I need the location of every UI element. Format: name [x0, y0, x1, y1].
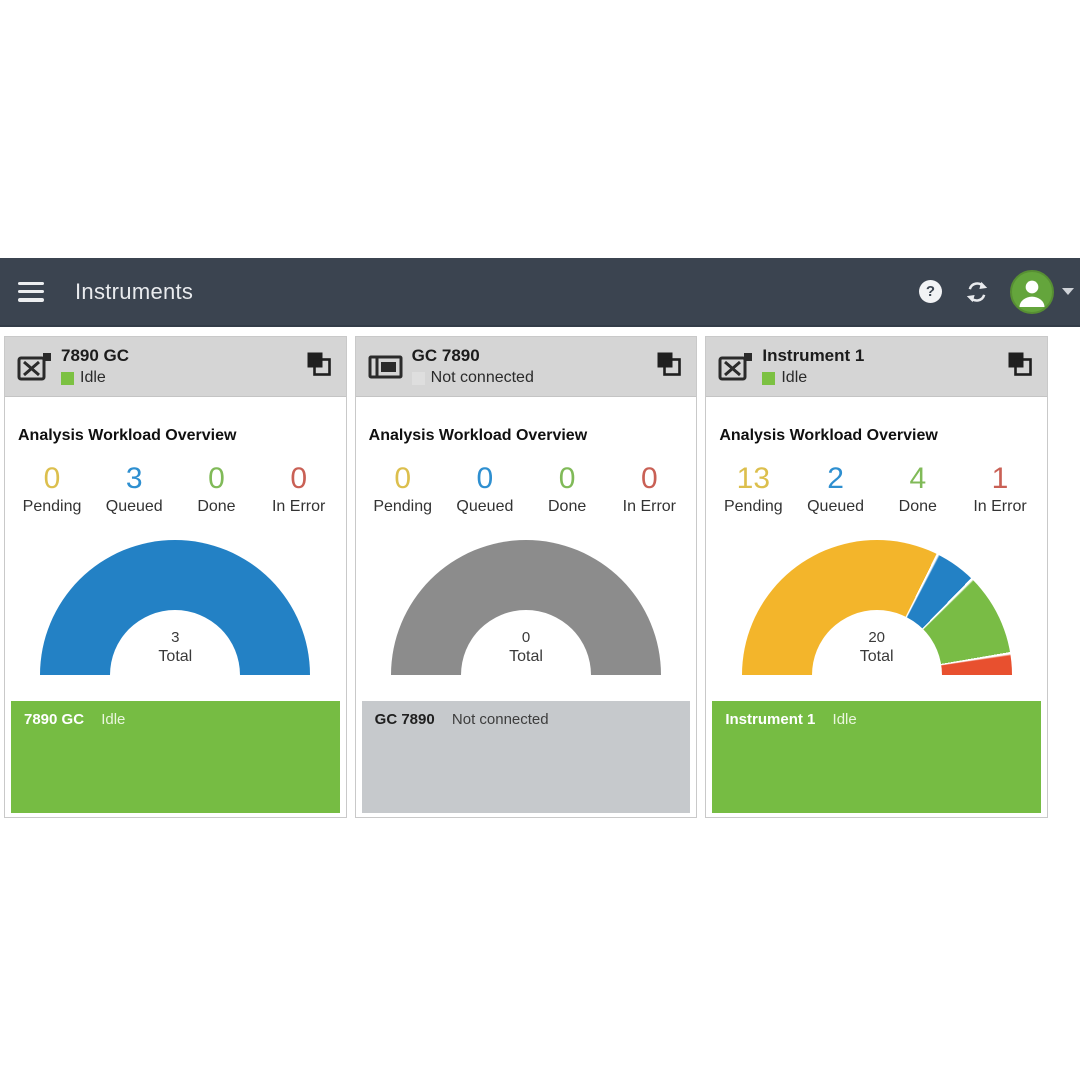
card-header: Instrument 1 Idle: [706, 337, 1048, 397]
layers-icon[interactable]: [1007, 351, 1033, 382]
status-color-square: [762, 371, 776, 385]
instrument-status: Idle: [61, 368, 129, 388]
layers-icon[interactable]: [306, 351, 332, 382]
help-icon[interactable]: ?: [919, 280, 942, 303]
stat-done: 0 Done: [197, 462, 236, 516]
stat-done: 0 Done: [547, 462, 587, 516]
stat-in-error: 1 In Error: [973, 462, 1027, 516]
card-header: 7890 GC Idle: [5, 337, 346, 397]
user-avatar-icon[interactable]: [1010, 269, 1054, 314]
page-title: Instruments: [75, 278, 194, 304]
workload-gauge: 0 Total: [391, 540, 661, 675]
status-label: Not connected: [430, 369, 534, 387]
stat-queued: 3 Queued: [105, 462, 163, 516]
instrument-cards-row: 7890 GC Idle Analysis Workload Overview: [4, 336, 1049, 818]
stat-in-error: 0 In Error: [622, 462, 676, 516]
instrument-status-panel: GC 7890 Not connected: [361, 701, 691, 813]
gc-instrument-icon: [718, 351, 754, 383]
status-color-square: [411, 371, 425, 385]
instrument-card[interactable]: GC 7890 Not connected Analysis Workload …: [354, 336, 698, 818]
workload-stats: 13 Pending 2 Queued 4 Done 1 In Error: [712, 463, 1041, 527]
instrument-card[interactable]: Instrument 1 Idle Analysis Workload Over…: [705, 336, 1049, 818]
stat-pending: 13 Pending: [723, 462, 783, 516]
instrument-status-panel: Instrument 1 Idle: [712, 701, 1042, 813]
status-color-square: [61, 371, 74, 385]
refresh-icon[interactable]: [964, 279, 990, 305]
hamburger-menu-icon[interactable]: [18, 281, 44, 302]
instrument-title: GC 7890: [411, 345, 480, 365]
gc-instrument-icon: [17, 351, 53, 383]
status-label: Idle: [80, 369, 106, 387]
instrument-module-icon: [368, 353, 404, 381]
workload-stats: 0 Pending 3 Queued 0 Done 0 In Error: [11, 463, 340, 527]
section-title: Analysis Workload Overview: [719, 427, 938, 444]
stat-in-error: 0 In Error: [271, 462, 326, 516]
card-header: GC 7890 Not connected: [355, 337, 697, 397]
instrument-status: Idle: [762, 368, 864, 388]
dropdown-caret-icon[interactable]: [1062, 288, 1074, 295]
stat-pending: 0 Pending: [373, 462, 433, 516]
stat-queued: 2 Queued: [807, 462, 865, 516]
top-app-bar: Instruments ?: [0, 258, 1080, 327]
section-title: Analysis Workload Overview: [368, 427, 588, 444]
instrument-title: Instrument 1: [762, 345, 865, 365]
status-label: Idle: [781, 369, 808, 387]
section-title: Analysis Workload Overview: [18, 427, 237, 444]
workload-gauge: 20 Total: [741, 540, 1012, 675]
instrument-title: 7890 GC: [61, 345, 130, 365]
workload-stats: 0 Pending 0 Queued 0 Done 0 In Error: [362, 463, 691, 527]
instrument-status-panel: 7890 GC Idle: [11, 701, 340, 813]
workload-gauge: 3 Total: [40, 540, 311, 675]
stat-queued: 0 Queued: [456, 462, 514, 516]
instrument-card[interactable]: 7890 GC Idle Analysis Workload Overview: [4, 336, 347, 818]
instrument-status: Not connected: [411, 368, 534, 388]
layers-icon[interactable]: [656, 351, 682, 382]
stat-done: 4 Done: [898, 462, 937, 516]
stat-pending: 0 Pending: [22, 462, 82, 516]
